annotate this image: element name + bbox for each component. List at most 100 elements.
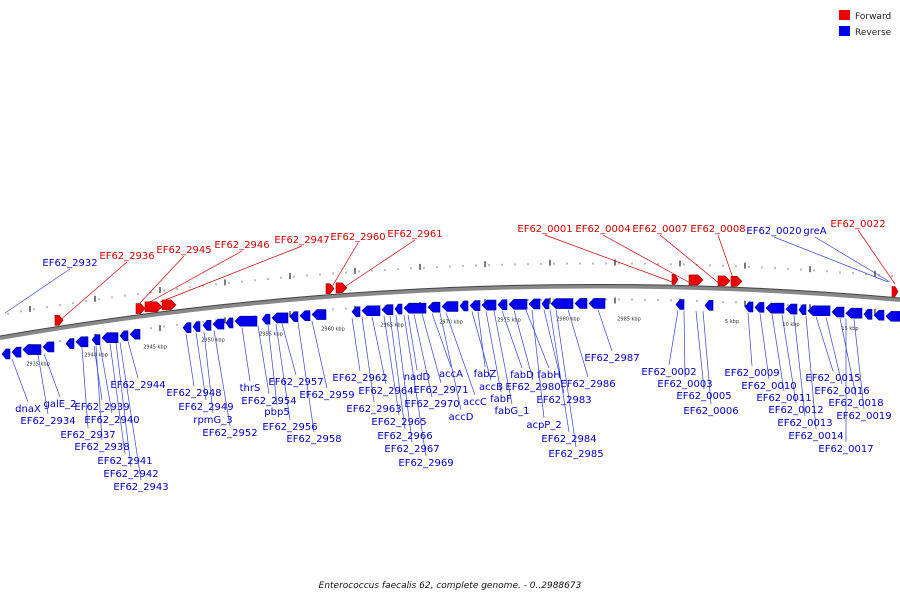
reverse-leader-line bbox=[702, 311, 712, 405]
legend-reverse-label: Reverse bbox=[855, 28, 892, 38]
forward-gene-label: EF62_0022 bbox=[830, 219, 885, 230]
forward-gene-label: EF62_0020 bbox=[746, 226, 801, 237]
reverse-leader-line bbox=[297, 322, 315, 433]
reverse-gene-arrow bbox=[311, 309, 327, 320]
reverse-gene-arrow bbox=[65, 338, 75, 349]
reverse-leader-line bbox=[549, 309, 570, 433]
reverse-gene-arrow bbox=[785, 303, 798, 315]
reverse-gene-arrow bbox=[225, 317, 234, 329]
reverse-gene-label: EF62_0010 bbox=[741, 381, 796, 392]
reverse-gene-arrow bbox=[574, 298, 588, 309]
reverse-gene-label: EF62_2965 bbox=[371, 417, 426, 428]
reverse-gene-label: fabD bbox=[510, 370, 534, 381]
forward-gene-arrow bbox=[891, 286, 899, 297]
reverse-leader-line bbox=[695, 310, 705, 390]
reverse-gene-label: fabH bbox=[537, 370, 561, 381]
reverse-leader-line bbox=[555, 309, 577, 448]
reverse-gene-label: fabG_1 bbox=[494, 406, 529, 417]
reverse-leader-line bbox=[11, 358, 29, 403]
reverse-gene-label: pbp5 bbox=[264, 407, 289, 418]
reverse-gene-label: accD bbox=[449, 412, 474, 423]
reverse-gene-label: accA bbox=[439, 369, 463, 380]
reverse-gene-arrow bbox=[528, 298, 541, 310]
scale-tick-label: 2950 kbp bbox=[201, 338, 225, 344]
scale-tick-label: 2970 kbp bbox=[439, 319, 463, 325]
reverse-gene-arrow bbox=[845, 307, 863, 319]
reverse-gene-arrow bbox=[129, 328, 141, 340]
reverse-gene-arrow bbox=[394, 303, 403, 315]
genome-caption: Enterococcus faecalis 62, complete genom… bbox=[319, 581, 582, 591]
reverse-gene-arrow bbox=[91, 334, 101, 346]
reverse-leader-line bbox=[815, 316, 834, 372]
reverse-leader-line bbox=[683, 310, 686, 378]
reverse-gene-label: EF62_0003 bbox=[657, 379, 712, 390]
reverse-gene-arrow bbox=[873, 309, 885, 321]
forward-leader-line bbox=[329, 242, 359, 291]
reverse-gene-label: EF62_0005 bbox=[676, 391, 731, 402]
reverse-leader-line bbox=[445, 312, 476, 396]
reverse-leader-line bbox=[185, 333, 195, 387]
reverse-gene-arrow bbox=[192, 321, 201, 332]
reverse-gene-arrow bbox=[459, 300, 469, 312]
forward-leader-line bbox=[602, 234, 693, 285]
reverse-gene-arrow bbox=[212, 318, 225, 330]
reverse-gene-label: EF62_2942 bbox=[103, 469, 158, 480]
scale-tick-label: 2945 kbp bbox=[143, 345, 167, 351]
reverse-gene-arrow bbox=[1, 348, 11, 360]
reverse-gene-label: galE_2 bbox=[44, 399, 77, 410]
reverse-gene-arrow bbox=[11, 346, 22, 358]
reverse-gene-label: EF62_0009 bbox=[724, 368, 779, 379]
reverse-gene-arrow bbox=[289, 311, 299, 322]
reverse-leader-line bbox=[421, 313, 442, 384]
reverse-gene-label: EF62_2957 bbox=[268, 377, 323, 388]
reverse-gene-label: EF62_0019 bbox=[836, 411, 891, 422]
reverse-gene-label: EF62_0018 bbox=[828, 398, 883, 409]
forward-leader-line bbox=[773, 236, 889, 283]
reverse-gene-arrow bbox=[234, 315, 258, 327]
reverse-leader-line bbox=[471, 311, 492, 381]
forward-gene-label: EF62_2945 bbox=[156, 245, 211, 256]
forward-gene-label: EF62_2936 bbox=[99, 251, 154, 262]
reverse-leader-line bbox=[395, 315, 413, 443]
reverse-gene-arrow bbox=[119, 330, 129, 342]
reverse-leader-lines bbox=[11, 309, 865, 481]
reverse-leader-line bbox=[413, 314, 433, 398]
reverse-gene-arrow bbox=[299, 310, 311, 321]
reverse-leader-line bbox=[99, 345, 113, 414]
reverse-leader-line bbox=[37, 354, 49, 415]
reverse-leader-line bbox=[351, 317, 361, 372]
reverse-gene-label: EF62_2964 bbox=[358, 386, 413, 397]
reverse-gene-label: thrS bbox=[240, 383, 261, 394]
reverse-gene-label: EF62_2983 bbox=[536, 395, 591, 406]
reverse-leader-line bbox=[95, 345, 103, 441]
reverse-gene-label: EF62_2944 bbox=[110, 380, 165, 391]
reverse-gene-label: EF62_2985 bbox=[548, 449, 603, 460]
reverse-gene-arrow bbox=[704, 300, 714, 311]
reverse-gene-label: EF62_2963 bbox=[346, 404, 401, 415]
reverse-gene-label: nadD bbox=[404, 372, 431, 383]
reverse-leader-line bbox=[389, 315, 406, 430]
reverse-gene-label: fabZ bbox=[474, 369, 497, 380]
reverse-gene-arrow bbox=[831, 306, 845, 318]
forward-gene-arrow bbox=[325, 283, 335, 294]
reverse-gene-label: EF62_2959 bbox=[299, 390, 354, 401]
reverse-gene-arrow bbox=[182, 322, 192, 333]
forward-gene-arrow bbox=[144, 301, 163, 313]
reverse-leader-line bbox=[203, 331, 214, 414]
reverse-gene-arrow bbox=[403, 302, 427, 314]
reverse-leader-line bbox=[241, 327, 251, 382]
genome-backbone bbox=[0, 284, 900, 340]
reverse-leader-line bbox=[477, 311, 486, 368]
scale-tick-label: 5 kbp bbox=[725, 319, 739, 325]
forward-leader-line bbox=[717, 234, 736, 285]
forward-leader-line bbox=[814, 236, 891, 283]
reverse-leader-line bbox=[493, 310, 513, 405]
forward-gene-arrow bbox=[54, 314, 64, 326]
reverse-leader-line bbox=[839, 318, 857, 397]
genome-backbone-edge bbox=[0, 283, 900, 337]
reverse-gene-arrow bbox=[744, 301, 754, 313]
forward-gene-label: EF62_2946 bbox=[214, 240, 269, 251]
forward-genes bbox=[54, 274, 899, 326]
reverse-leader-line bbox=[361, 317, 375, 403]
